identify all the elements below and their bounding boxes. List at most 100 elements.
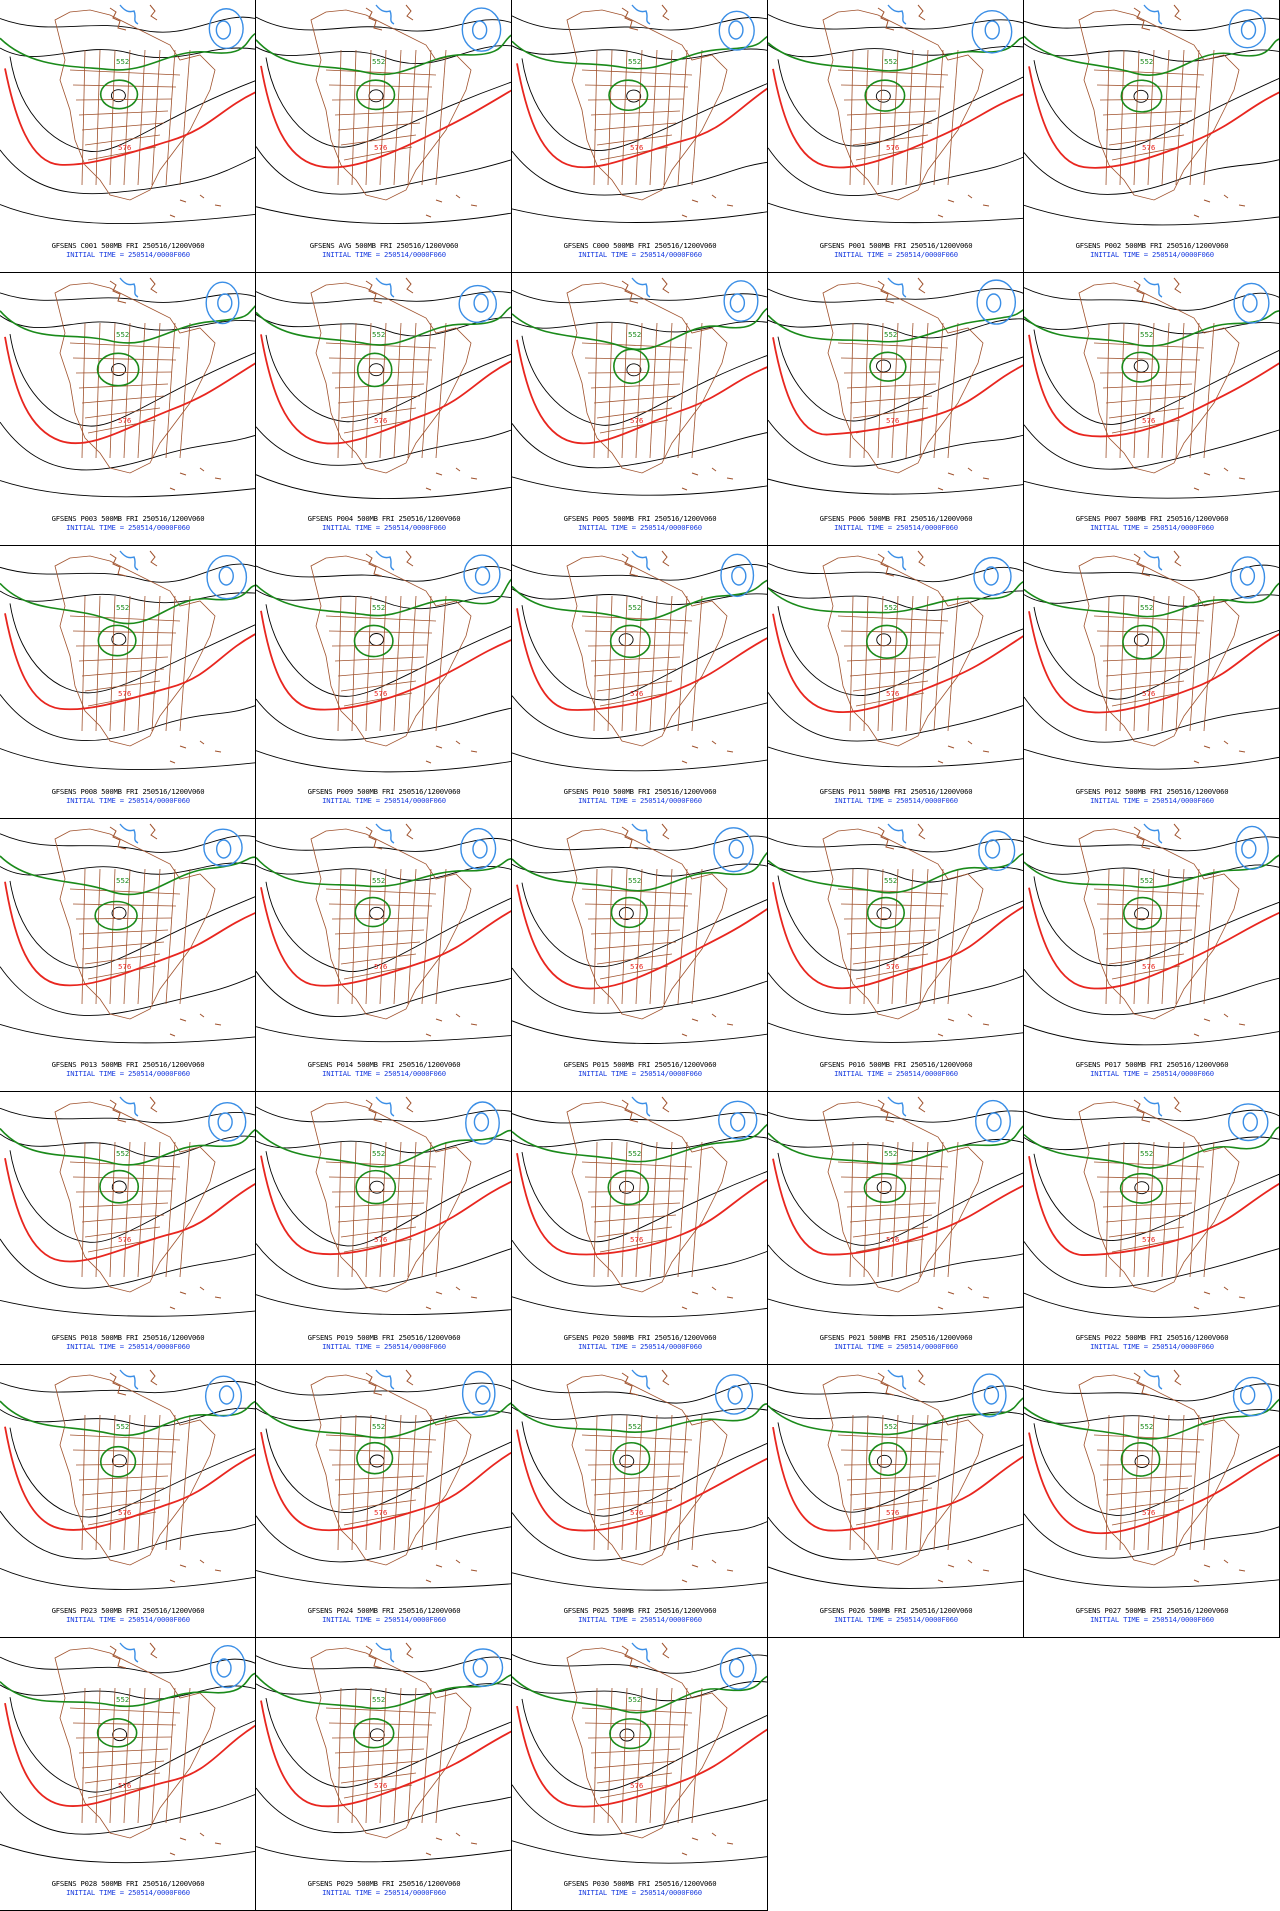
geographic-boundaries [310,277,478,491]
geographic-boundaries [310,550,478,764]
panel-initial-time: INITIAL TIME = 250514/0000F060 [322,250,446,259]
contour-552: 552 [512,1403,767,1476]
contour-label-576: 576 [886,963,900,971]
height-map: 552 576 [768,1096,1023,1317]
contour-label-576: 576 [1142,1509,1156,1517]
contour-label-576: 576 [374,144,388,152]
contour-label-576: 576 [630,1782,644,1790]
height-contours [512,1112,767,1318]
contour-label-576: 576 [118,1782,132,1790]
height-contours [512,1654,767,1864]
geographic-boundaries [54,277,222,491]
geographic-boundaries [822,823,990,1037]
geographic-boundaries [566,4,734,218]
contour-low [119,550,248,600]
geographic-boundaries [54,550,222,764]
contour-label-552: 552 [116,1696,129,1704]
contour-label-552: 552 [372,58,385,66]
geographic-boundaries [822,1369,990,1583]
panel-initial-time: INITIAL TIME = 250514/0000F060 [834,1069,958,1078]
ensemble-member-panel: 552 576 GFSENS P030 500MB FRI 250516/1200V… [512,1638,768,1911]
geographic-boundaries [310,1642,478,1856]
contour-label-552: 552 [372,1696,385,1704]
contour-576: 576 [1028,611,1279,714]
height-contours [512,15,767,223]
contour-label-576: 576 [374,963,388,971]
contour-552: 552 [0,1400,255,1478]
contour-label-552: 552 [116,877,129,885]
height-map: 552 576 [512,4,767,223]
height-map: 552 576 [768,277,1023,495]
contour-label-552: 552 [628,1150,641,1158]
contour-label-552: 552 [628,877,641,885]
contour-label-552: 552 [884,877,897,885]
panel-title: GFSENS P005 500MB FRI 250516/1200V060 [563,514,717,523]
height-map: 552 576 [1024,823,1279,1046]
contour-label-552: 552 [628,604,641,612]
contour-552: 552 [1024,1126,1279,1204]
panel-title: GFSENS P028 500MB FRI 250516/1200V060 [51,1879,205,1888]
contour-label-576: 576 [118,690,132,698]
ensemble-member-panel: 552 576 GFSENS P015 500MB FRI 250516/1200V… [512,819,768,1092]
panel-initial-time: INITIAL TIME = 250514/0000F060 [66,1342,190,1351]
contour-552: 552 [0,305,255,387]
height-map: 552 576 [512,277,767,496]
ensemble-member-panel: 552 576 GFSENS P028 500MB FRI 250516/1200V… [0,1638,256,1911]
contour-label-552: 552 [628,331,641,339]
panel-title: GFSENS P004 500MB FRI 250516/1200V060 [307,514,461,523]
panel-title: GFSENS P027 500MB FRI 250516/1200V060 [1075,1606,1229,1615]
contour-label-576: 576 [630,1509,644,1517]
contour-low [631,1369,754,1415]
height-map: 552 576 [256,277,511,500]
panel-initial-time: INITIAL TIME = 250514/0000F060 [1090,1069,1214,1078]
height-map: 552 576 [512,823,767,1044]
ensemble-member-panel: 552 576 GFSENS P011 500MB FRI 250516/1200V… [768,546,1024,819]
ensemble-member-panel: 552 576 GFSENS P020 500MB FRI 250516/1200V… [512,1092,768,1365]
contour-low [1143,1369,1273,1417]
panel-initial-time: INITIAL TIME = 250514/0000F060 [578,250,702,259]
height-map: 552 576 [256,1642,511,1863]
contour-label-552: 552 [884,331,897,339]
contour-low [119,1369,243,1418]
geographic-boundaries [1078,1369,1246,1583]
contour-576: 576 [260,1431,511,1532]
panel-title: GFSENS P026 500MB FRI 250516/1200V060 [819,1606,973,1615]
contour-552: 552 [768,1397,1023,1477]
contour-label-576: 576 [374,1236,388,1244]
contour-576: 576 [772,1426,1023,1532]
contour-label-576: 576 [1142,1236,1156,1244]
panel-title: GFSENS P008 500MB FRI 250516/1200V060 [51,787,205,796]
contour-label-576: 576 [118,144,132,152]
height-map: 552 576 [512,1096,767,1318]
contour-576: 576 [516,1429,767,1532]
contour-label-552: 552 [1140,1423,1153,1431]
contour-label-552: 552 [1140,604,1153,612]
height-contours [256,565,511,773]
contour-576: 576 [260,887,511,987]
contour-552: 552 [512,307,767,385]
contour-low [375,1369,496,1416]
geographic-boundaries [566,1369,734,1583]
panel-title: GFSENS P024 500MB FRI 250516/1200V060 [307,1606,461,1615]
ensemble-member-panel: 552 576 GFSENS P012 500MB FRI 250516/1200V… [1024,546,1280,819]
panel-initial-time: INITIAL TIME = 250514/0000F060 [578,523,702,532]
contour-576: 576 [4,336,255,445]
panel-initial-time: INITIAL TIME = 250514/0000F060 [834,1615,958,1624]
contour-576: 576 [772,882,1023,990]
contour-label-552: 552 [116,604,129,612]
contour-low [887,277,1017,325]
contour-576: 576 [772,1158,1023,1256]
contour-552: 552 [1024,35,1279,113]
panel-title: GFSENS P009 500MB FRI 250516/1200V060 [307,787,461,796]
height-contours [512,289,767,496]
panel-initial-time: INITIAL TIME = 250514/0000F060 [1090,250,1214,259]
panel-title: GFSENS P025 500MB FRI 250516/1200V060 [563,1606,717,1615]
contour-label-576: 576 [374,690,388,698]
panel-title: GFSENS P022 500MB FRI 250516/1200V060 [1075,1333,1229,1342]
contour-low [887,1369,1007,1418]
contour-552: 552 [512,1675,767,1750]
contour-552: 552 [512,851,767,929]
panel-initial-time: INITIAL TIME = 250514/0000F060 [66,1615,190,1624]
contour-576: 576 [1028,1432,1279,1535]
height-map: 552 576 [0,1369,255,1590]
